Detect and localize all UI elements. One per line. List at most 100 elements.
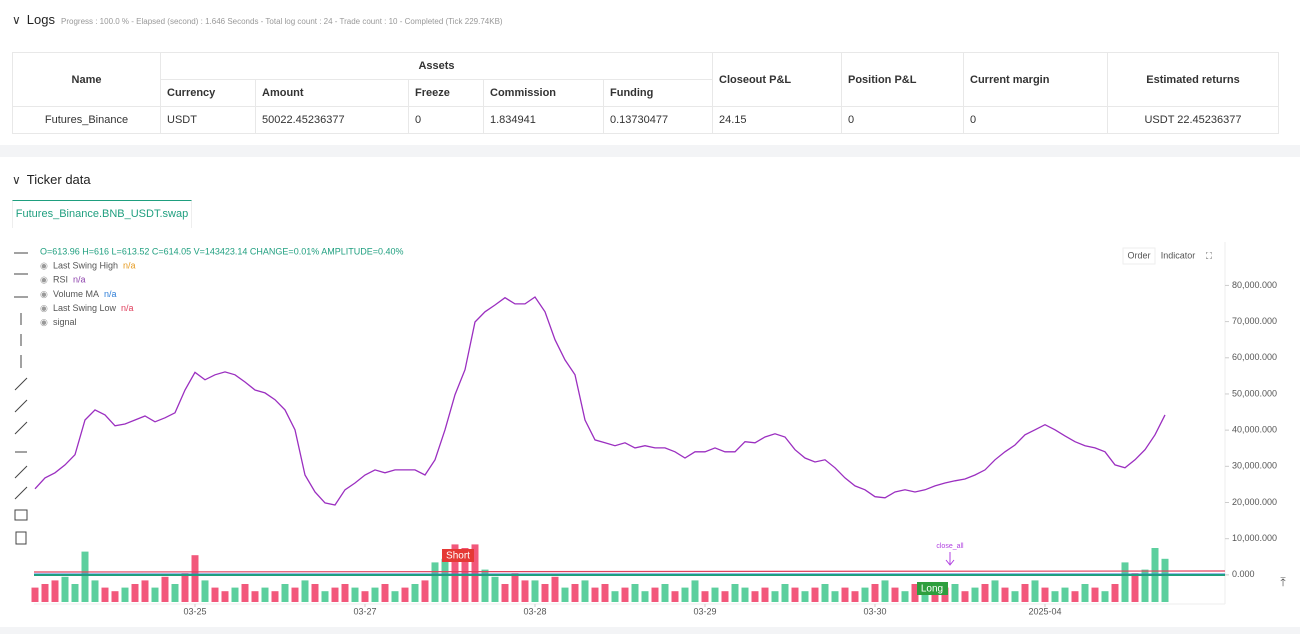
cell: 0: [408, 106, 484, 134]
volume-bar: [1011, 591, 1019, 602]
subheader-cell: Funding: [603, 79, 713, 107]
volume-bar: [61, 576, 69, 602]
header-cell: Assets: [160, 52, 713, 80]
tool-icon[interactable]: [14, 377, 28, 391]
volume-bar: [1061, 587, 1069, 602]
volume-bar: [341, 584, 349, 602]
volume-bars: [31, 544, 1169, 602]
volume-bar: [351, 587, 359, 602]
tool-icon[interactable]: [14, 509, 28, 521]
volume-bar: [791, 587, 799, 602]
button-frame[interactable]: [1122, 247, 1156, 265]
chevron: ∨: [12, 13, 21, 27]
volume-bar: [731, 584, 739, 602]
indicator-name: RSI: [53, 275, 68, 285]
x-tick-label: 03-28: [523, 606, 546, 616]
y-tick-label: 0.000: [1232, 569, 1255, 579]
volume-bar: [401, 587, 409, 602]
tool-icon[interactable]: [14, 465, 28, 479]
tool-icon[interactable]: [14, 399, 28, 413]
volume-bar: [201, 580, 209, 602]
indicator-button[interactable]: Indicator: [1161, 250, 1196, 260]
symbol-tab[interactable]: Futures_Binance.BNB_USDT.swap: [12, 200, 192, 228]
volume-bar: [1021, 584, 1029, 602]
volume-bar: [931, 591, 939, 602]
scroll-top[interactable]: ⤒: [1280, 575, 1286, 589]
volume-bar: [601, 584, 609, 602]
volume-bar: [121, 587, 129, 602]
indicator-name: Last Swing High: [53, 260, 118, 270]
volume-bar: [1051, 591, 1059, 602]
price-line: [34, 296, 1166, 506]
volume-bar: [431, 562, 439, 602]
volume-bar: [771, 591, 779, 602]
cell: 1.834941: [483, 106, 604, 134]
volume-bar: [781, 584, 789, 602]
assets-table: Name Assets Closeout P&L Position P&L Cu…: [12, 52, 1279, 134]
volume-bar: [901, 591, 909, 602]
volume-bar: [331, 587, 339, 602]
volume-bar: [621, 587, 629, 602]
volume-bar: [741, 587, 749, 602]
logs-progress: Progress : 100.0 % - Elapsed (second) : …: [61, 17, 503, 26]
volume-bar: [391, 591, 399, 602]
tool-icon[interactable]: [14, 486, 28, 500]
volume-bar: [141, 580, 149, 602]
volume-bar: [721, 591, 729, 602]
volume-bar: [1101, 591, 1109, 602]
volume-bar: [511, 573, 519, 602]
y-tick-label: 10,000.000: [1232, 533, 1277, 543]
x-tick-label: 03-29: [693, 606, 716, 616]
volume-bar: [501, 584, 509, 602]
header-cell: Position P&L: [841, 52, 964, 107]
short-label: Short: [446, 551, 470, 562]
volume-bar: [41, 584, 49, 602]
y-tick-label: 50,000.000: [1232, 388, 1277, 398]
volume-bar: [1001, 587, 1009, 602]
ohlc-readout: O=613.96 H=616 L=613.52 C=614.05 V=14342…: [40, 246, 404, 256]
volume-bar: [191, 555, 199, 602]
volume-bar: [1041, 587, 1049, 602]
volume-bar: [1161, 558, 1169, 602]
volume-bar: [361, 591, 369, 602]
fullscreen-icon[interactable]: ⛶: [1205, 250, 1213, 260]
volume-bar: [211, 587, 219, 602]
volume-bar: [711, 587, 719, 602]
indicator-value: n/a: [123, 260, 136, 270]
ticker-title: Ticker data: [26, 172, 91, 187]
separator: [0, 627, 1300, 634]
eye-icon: ◉: [40, 317, 48, 327]
cell: USDT 22.45236377: [1107, 106, 1279, 134]
indicator-value: n/a: [121, 303, 134, 313]
subheader-cell: Amount: [255, 79, 409, 107]
volume-bar: [671, 591, 679, 602]
volume-bar: [961, 591, 969, 602]
volume-bar: [381, 584, 389, 602]
volume-bar: [911, 584, 919, 602]
chart: Order Indicator ⛶ O=613.96 H=616 L=613.5…: [14, 242, 1286, 616]
ticker-header[interactable]: ∨ Ticker data: [12, 172, 91, 187]
logs-header[interactable]: ∨ Logs Progress : 100.0 % - Elapsed (sec…: [12, 12, 503, 27]
y-tick-label: 30,000.000: [1232, 461, 1277, 471]
volume-bar: [271, 591, 279, 602]
tool-icon[interactable]: [14, 421, 28, 435]
close-all-label: close_all: [936, 543, 964, 550]
order-button[interactable]: Order: [1127, 250, 1150, 260]
volume-bar: [661, 584, 669, 602]
short-flag: [442, 549, 474, 562]
cell: 0: [963, 106, 1108, 134]
volume-bar: [581, 580, 589, 602]
volume-bar: [81, 551, 89, 602]
volume-bar: [891, 587, 899, 602]
tool-icon[interactable]: [15, 531, 27, 545]
volume-bar: [971, 587, 979, 602]
volume-bar: [411, 584, 419, 602]
volume-bar: [551, 576, 559, 602]
volume-bar: [691, 580, 699, 602]
volume-bar: [131, 584, 139, 602]
eye-icon: ◉: [40, 260, 48, 270]
volume-bar: [821, 584, 829, 602]
volume-bar: [481, 569, 489, 602]
volume-bar: [151, 587, 159, 602]
